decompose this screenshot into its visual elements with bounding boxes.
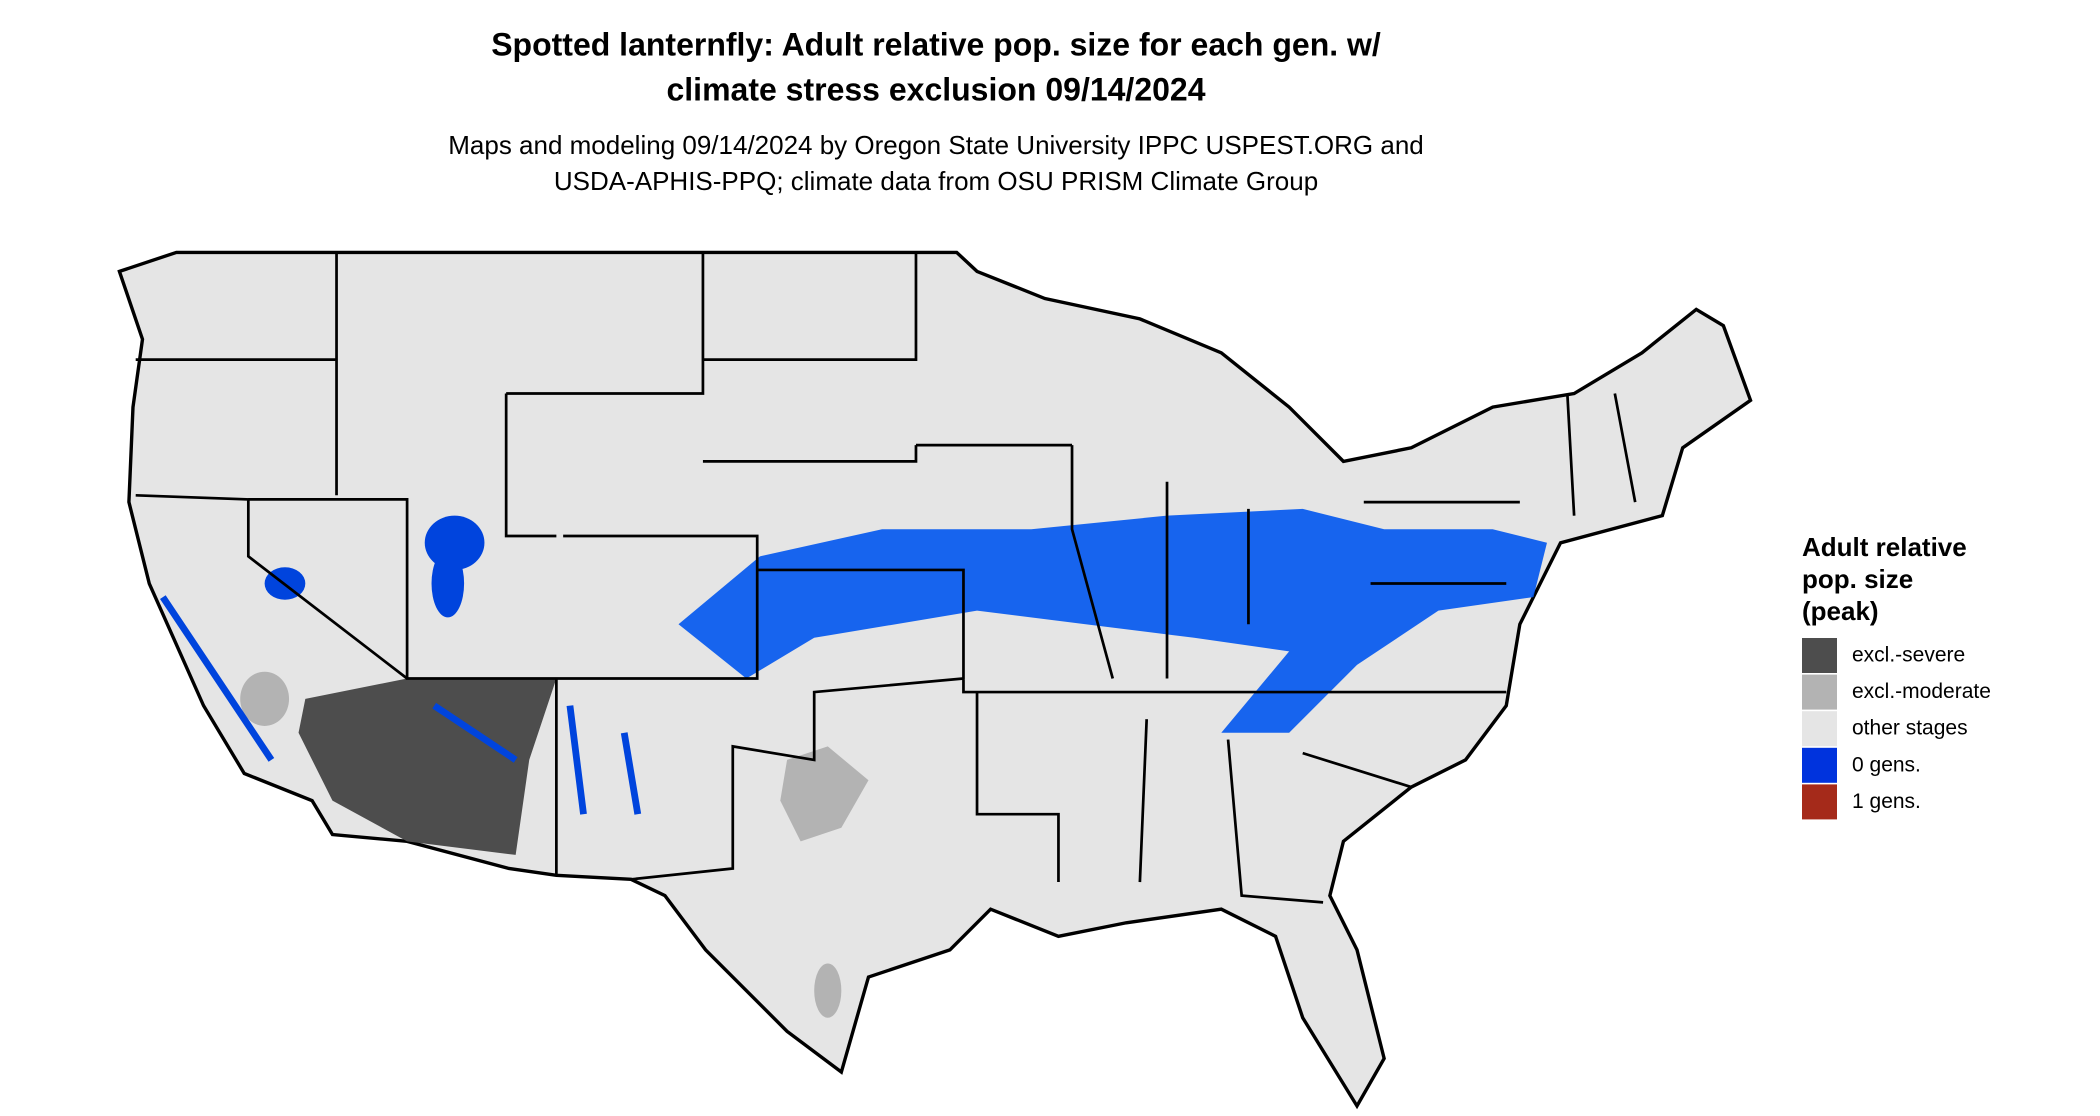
- legend-swatch: [1802, 638, 1837, 673]
- subtitle-line: USDA-APHIS-PPQ; climate data from OSU PR…: [554, 166, 1318, 196]
- blue-area: [160, 595, 642, 815]
- legend-title: (peak): [1802, 596, 1879, 626]
- titles: Spotted lanternfly: Adult relative pop. …: [448, 26, 1424, 195]
- legend-swatch: [1802, 747, 1837, 783]
- title-line: Spotted lanternfly: Adult relative pop. …: [491, 26, 1381, 62]
- map: [117, 250, 1753, 1110]
- blue-area: [431, 549, 465, 618]
- us-outline: [117, 250, 1753, 1110]
- moderate-area: [780, 746, 869, 842]
- legend-swatch: [1802, 711, 1837, 747]
- blue-area: [678, 508, 1547, 733]
- legend-title: Adult relative: [1802, 532, 1967, 562]
- legend-label: excl.-moderate: [1852, 680, 1991, 703]
- legend-swatch: [1802, 784, 1837, 820]
- legend-label: excl.-severe: [1852, 644, 1965, 667]
- legend-label: 0 gens.: [1852, 753, 1921, 776]
- severe-area: [298, 678, 557, 855]
- legend-swatch: [1802, 674, 1837, 710]
- legend-label: 1 gens.: [1852, 790, 1921, 813]
- title-line: climate stress exclusion 09/14/2024: [666, 71, 1205, 107]
- legend-title: pop. size: [1802, 564, 1913, 594]
- moderate-area: [240, 671, 290, 726]
- state-borders: [135, 252, 1637, 904]
- moderate-area: [814, 963, 842, 1018]
- subtitle-line: Maps and modeling 09/14/2024 by Oregon S…: [448, 130, 1424, 160]
- legend-label: other stages: [1852, 717, 1968, 740]
